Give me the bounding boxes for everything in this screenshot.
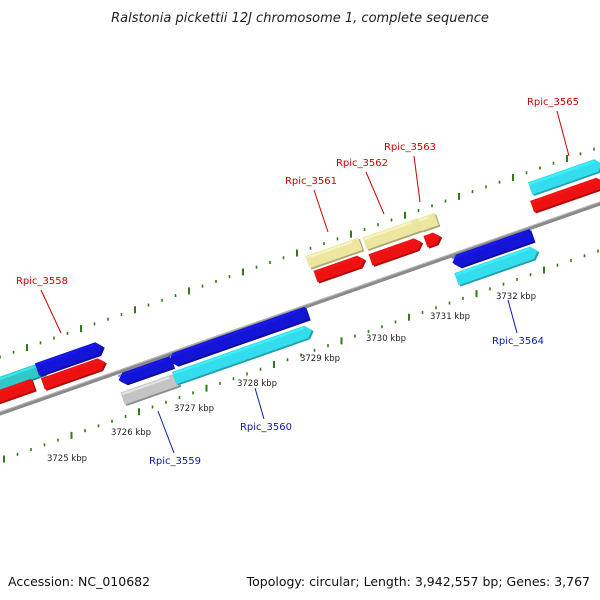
tick-label: 3731 kbp <box>430 312 470 322</box>
accession-text: Accession: NC_010682 <box>8 574 150 589</box>
gene-rpic-3565-label[interactable]: Rpic_3565 <box>527 97 579 108</box>
tick-label: 3726 kbp <box>111 428 151 438</box>
gene-bar-rpic-3565-cyan[interactable] <box>527 157 600 196</box>
gene-rpic-3565-leader-line <box>556 110 570 157</box>
tick-label: 3728 kbp <box>237 379 277 389</box>
gene-bar-rpic-3561-khaki[interactable] <box>305 237 365 270</box>
gene-bar-rpic-3561-red[interactable] <box>313 253 368 284</box>
topology-text: Topology: circular; Length: 3,942,557 bp… <box>246 574 590 589</box>
gene-callouts: Rpic_3558 Rpic_3561 Rpic_3562 Rpic_3563 Rpic… <box>16 97 579 467</box>
gene-rpic-3558-leader-line <box>40 289 62 334</box>
gene-bar-rpic-3564-cyan[interactable] <box>454 244 541 287</box>
gene-rpic-3559-leader-line <box>157 410 175 454</box>
gene-rpic-3563-leader-line <box>413 155 421 203</box>
gene-rpic-3562-leader-line <box>365 171 385 215</box>
gene-rpic-3560-leader-line <box>254 387 265 420</box>
gene-bar-rpic-3559-blue[interactable] <box>117 356 176 388</box>
gene-bar-rpic-3563-khaki[interactable] <box>417 212 441 233</box>
gene-bar-rpic-3562-khaki[interactable] <box>362 218 424 252</box>
lower-tick-track <box>3 249 599 463</box>
gene-rpic-3564-leader-line <box>507 299 518 334</box>
tick-label: 3727 kbp <box>174 404 214 414</box>
gene-rpic-3562-label[interactable]: Rpic_3562 <box>336 158 388 169</box>
gene-bar-red-edge[interactable] <box>0 378 37 415</box>
gene-bar-rpic-3558-blue[interactable] <box>34 340 107 377</box>
gene-rpic-3561-leader-line <box>313 189 329 233</box>
gene-rpic-3558-label[interactable]: Rpic_3558 <box>16 276 68 287</box>
gene-bar-rpic-3562-red[interactable] <box>368 236 426 267</box>
gene-rpic-3560-label[interactable]: Rpic_3560 <box>240 422 292 433</box>
chromosome-backbone-highlight <box>0 201 600 413</box>
gene-bar-rpic-3559-gray[interactable] <box>120 373 182 407</box>
tick-label: 3729 kbp <box>300 354 340 364</box>
gene-rpic-3563-label[interactable]: Rpic_3563 <box>384 142 436 153</box>
tick-label: 3725 kbp <box>47 454 87 464</box>
gene-rpic-3561-label[interactable]: Rpic_3561 <box>285 176 337 187</box>
tick-label: 3730 kbp <box>366 334 406 344</box>
map-title: Ralstonia pickettii 12J chromosome 1, co… <box>111 11 489 26</box>
gene-bar-teal-edge[interactable] <box>0 362 47 399</box>
tick-label: 3732 kbp <box>496 292 536 302</box>
tick-labels: 3725 kbp 3726 kbp 3727 kbp 3728 kbp 3729 kbp… <box>47 292 536 464</box>
gene-bar-rpic-3563-red[interactable] <box>423 230 444 249</box>
gene-bar-rpic-3558-red[interactable] <box>40 356 109 391</box>
upper-tick-track <box>0 147 595 359</box>
gene-rpic-3559-label[interactable]: Rpic_3559 <box>149 456 201 467</box>
gene-bar-rpic-3560-cyan[interactable] <box>171 323 316 386</box>
gene-bar-rpic-3565-red[interactable] <box>530 175 600 214</box>
gene-rpic-3564-label[interactable]: Rpic_3564 <box>492 336 544 347</box>
gene-bar-rpic-3564-blue[interactable] <box>450 228 536 271</box>
gene-bar-rpic-3560-blue[interactable] <box>167 306 311 369</box>
gene-features <box>0 157 600 415</box>
